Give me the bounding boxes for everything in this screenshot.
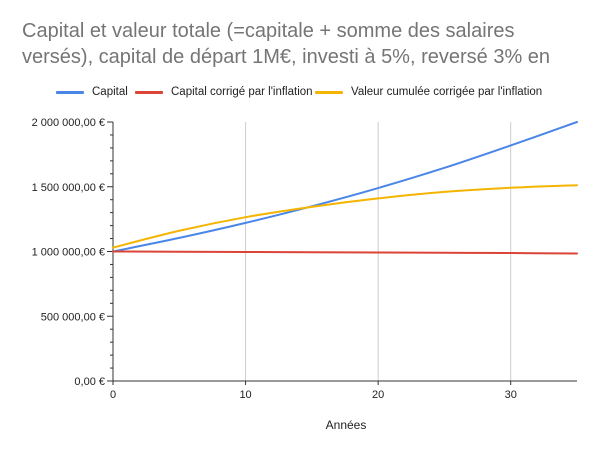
legend-swatch-valeur-cumulee (315, 90, 343, 94)
series-line-2[interactable] (112, 184, 578, 249)
legend-item-valeur-cumulee[interactable]: Valeur cumulée corrigée par l'inflation (315, 86, 542, 98)
legend-label-valeur-cumulee: Valeur cumulée corrigée par l'inflation (351, 86, 543, 98)
y-tick-label-0: 0,00 € (74, 376, 105, 388)
series-lines (112, 121, 578, 255)
y-tick-label-4: 2 000 000,00 € (32, 117, 105, 129)
x-tick-label-3: 30 (505, 389, 517, 401)
legend-item-capital[interactable]: Capital (56, 86, 128, 98)
chart-title-line-1: Capital et valeur totale (=capitale + so… (22, 20, 515, 42)
legend-swatch-capital-corrige (135, 90, 163, 94)
legend-item-capital-corrige[interactable]: Capital corrigé par l'inflation (135, 86, 313, 98)
x-tick-label-1: 10 (239, 389, 251, 401)
legend-swatch-capital (56, 90, 84, 94)
series-line-0[interactable] (112, 121, 578, 253)
x-tick-label-2: 20 (372, 389, 384, 401)
x-axis-title: Années (326, 418, 367, 432)
series-line-1[interactable] (112, 250, 578, 255)
chart-title-line-2: versés), capital de départ 1M€, investi … (22, 46, 551, 68)
x-tick-label-0: 0 (110, 389, 116, 401)
chart-legend: Capital Capital corrigé par l'inflation … (0, 86, 600, 102)
chart-title: Capital et valeur totale (=capitale + so… (22, 18, 592, 70)
y-tick-label-1: 500 000,00 € (41, 311, 105, 323)
y-tick-label-2: 1 000 000,00 € (32, 247, 105, 259)
tick-labels: 0,00 € 500 000,00 € 1 000 000,00 € 1 500 00… (32, 117, 517, 401)
y-tick-label-3: 1 500 000,00 € (32, 182, 105, 194)
legend-label-capital: Capital (92, 86, 128, 98)
legend-label-capital-corrige: Capital corrigé par l'inflation (171, 86, 313, 98)
